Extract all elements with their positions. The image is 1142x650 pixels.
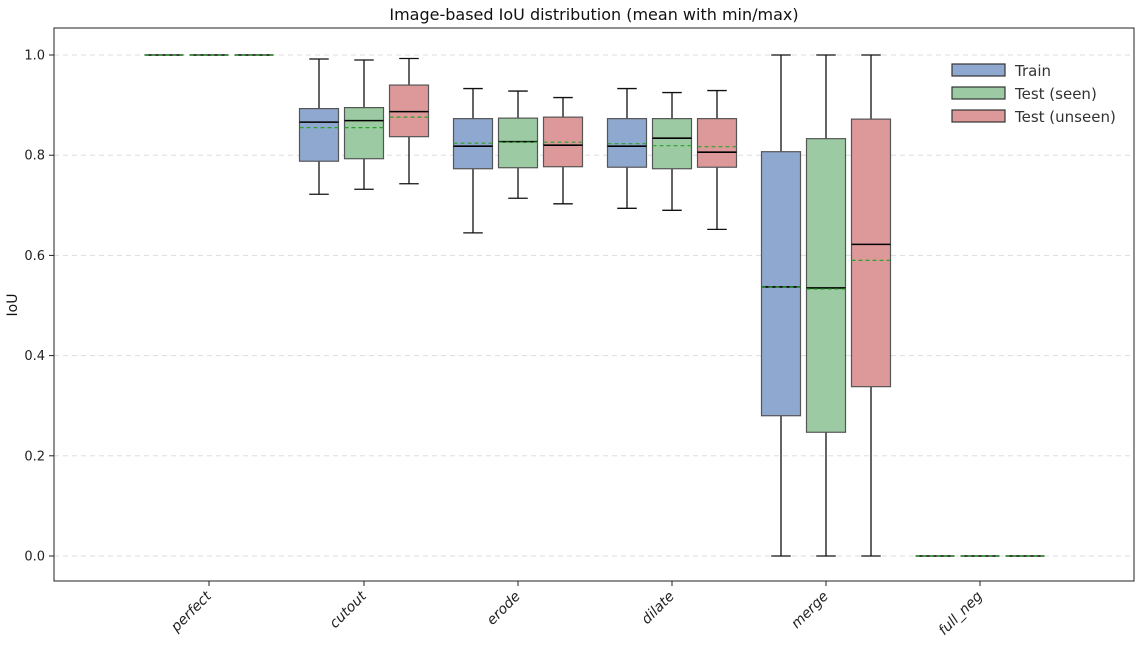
y-tick-label: 0.0 <box>24 550 45 565</box>
iqr-box <box>760 151 802 417</box>
y-tick-label: 0.8 <box>24 149 45 164</box>
box-layer <box>144 54 1045 557</box>
plot-area-frame <box>53 27 1135 582</box>
box-test-unseen-dilate <box>696 89 738 230</box>
x-axis: perfect cutout erode dilate merge full_neg <box>167 581 986 639</box>
y-axis: 0.0 0.2 0.4 0.6 0.8 1.0 <box>24 49 54 565</box>
box-train-dilate <box>606 87 648 209</box>
box-test-unseen-merge <box>850 54 892 557</box>
y-tick-label: 0.4 <box>24 349 45 364</box>
y-tick-label: 1.0 <box>24 49 45 64</box>
x-tick-label-erode: erode <box>484 589 524 629</box>
iqr-box <box>850 118 892 388</box>
box-test-unseen-erode <box>542 96 584 205</box>
box-train-erode <box>452 87 494 234</box>
x-tick-label-perfect: perfect <box>167 588 215 636</box>
x-tick-label-dilate: dilate <box>639 589 678 628</box>
iqr-box <box>651 118 693 170</box>
y-tick-label: 0.2 <box>24 449 45 464</box>
y-tick-label: 0.6 <box>24 249 45 264</box>
iqr-box <box>452 118 494 170</box>
iqr-box <box>606 118 648 168</box>
iqr-box <box>497 117 539 169</box>
box-test-seen-merge <box>805 54 847 557</box>
box-test-unseen-cutout <box>388 57 430 185</box>
legend-label: Train <box>1014 62 1051 80</box>
iqr-box <box>542 116 584 168</box>
legend-swatch <box>951 86 1006 100</box>
iqr-box <box>298 108 340 162</box>
x-tick-label-full_neg: full_neg <box>936 588 986 638</box>
box-train-merge <box>760 54 802 557</box>
box-train-cutout <box>298 58 340 195</box>
chart-title: Image-based IoU distribution (mean with … <box>389 5 798 24</box>
iqr-box <box>805 138 847 433</box>
legend: Train Test (seen) Test (unseen) <box>951 62 1116 126</box>
legend-label: Test (unseen) <box>1014 108 1116 126</box>
x-tick-label-merge: merge <box>788 589 831 632</box>
x-tick-label-cutout: cutout <box>327 588 370 631</box>
legend-swatch <box>951 63 1006 77</box>
box-test-seen-erode <box>497 90 539 199</box>
legend-swatch <box>951 109 1006 123</box>
box-test-seen-cutout <box>343 59 385 190</box>
box-test-seen-dilate <box>651 91 693 211</box>
y-axis-label: IoU <box>5 294 21 317</box>
iqr-box <box>696 118 738 168</box>
legend-label: Test (seen) <box>1014 85 1097 103</box>
iqr-box <box>343 107 385 160</box>
grid-lines <box>54 54 1134 557</box>
